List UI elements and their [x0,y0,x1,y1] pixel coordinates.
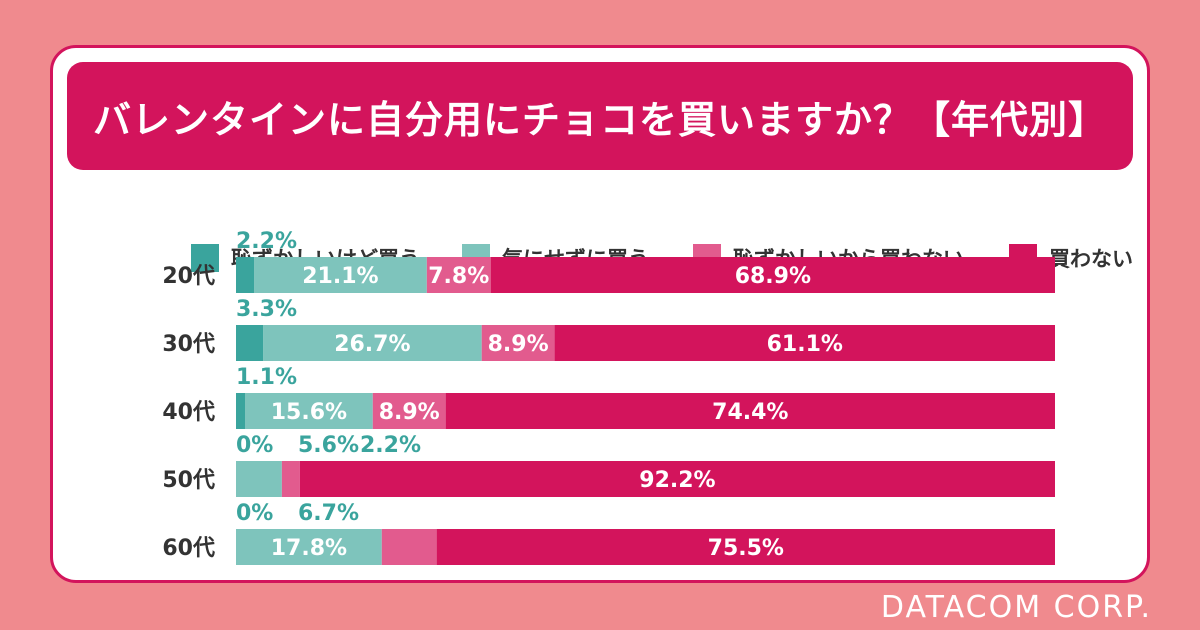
bar-segment-4-3 [436,529,1055,565]
legend-label-3: 買わない [1049,247,1133,271]
value-label-0-2: 7.8% [428,264,489,289]
value-label-3-0: 0% [236,433,273,458]
value-label-1-2: 8.9% [488,332,549,357]
value-label-2-0: 1.1% [236,365,297,390]
value-label-4-2: 6.7% [298,501,359,526]
chart-title: バレンタインに自分用にチョコを買いますか？【年代別】 [92,97,1107,142]
value-label-3-2: 2.2% [360,433,421,458]
bar-segment-1-0 [236,325,264,361]
bar-segment-3-3 [299,461,1055,497]
bar-segment-1-3 [554,325,1055,361]
category-label-0: 20代 [162,264,215,289]
category-label-2: 40代 [162,400,215,425]
value-label-4-1: 17.8% [271,536,347,561]
legend-swatch-0 [191,244,219,272]
brand-logo: DATACOM CORP. [880,590,1152,625]
bar-segment-0-2 [426,257,491,293]
bar-segment-2-3 [445,393,1055,429]
value-label-1-3: 61.1% [767,332,843,357]
value-label-4-0: 0% [236,501,273,526]
value-label-0-1: 21.1% [302,264,378,289]
bar-segment-4-2 [381,529,437,565]
bar-segment-2-0 [236,393,246,429]
category-label-1: 30代 [162,332,215,357]
value-label-0-0: 2.2% [236,229,297,254]
value-label-1-0: 3.3% [236,297,297,322]
value-label-2-2: 8.9% [379,400,440,425]
chart-card: バレンタインに自分用にチョコを買いますか？【年代別】 恥ずかしいけど買う 気にせ… [50,45,1150,583]
bar-segment-2-2 [372,393,446,429]
value-label-2-1: 15.6% [271,400,347,425]
bar-segment-1-1 [263,325,482,361]
value-label-0-3: 68.9% [735,264,811,289]
bar-segment-1-2 [481,325,555,361]
value-label-3-1: 5.6% [298,433,359,458]
bar-segment-0-0 [236,257,255,293]
value-label-3-3: 92.2% [639,468,715,493]
bar-segment-3-2 [281,461,300,497]
bar-segment-4-1 [236,529,382,565]
bar-segment-2-1 [245,393,373,429]
bar-segment-0-3 [490,257,1056,293]
bar-segment-0-1 [254,257,427,293]
category-label-4: 60代 [162,536,215,561]
bar-segment-3-1 [236,461,282,497]
value-label-4-3: 75.5% [708,536,784,561]
category-label-3: 50代 [162,468,215,493]
title-band: バレンタインに自分用にチョコを買いますか？【年代別】 [67,62,1133,170]
value-label-1-1: 26.7% [334,332,410,357]
value-label-2-3: 74.4% [712,400,788,425]
